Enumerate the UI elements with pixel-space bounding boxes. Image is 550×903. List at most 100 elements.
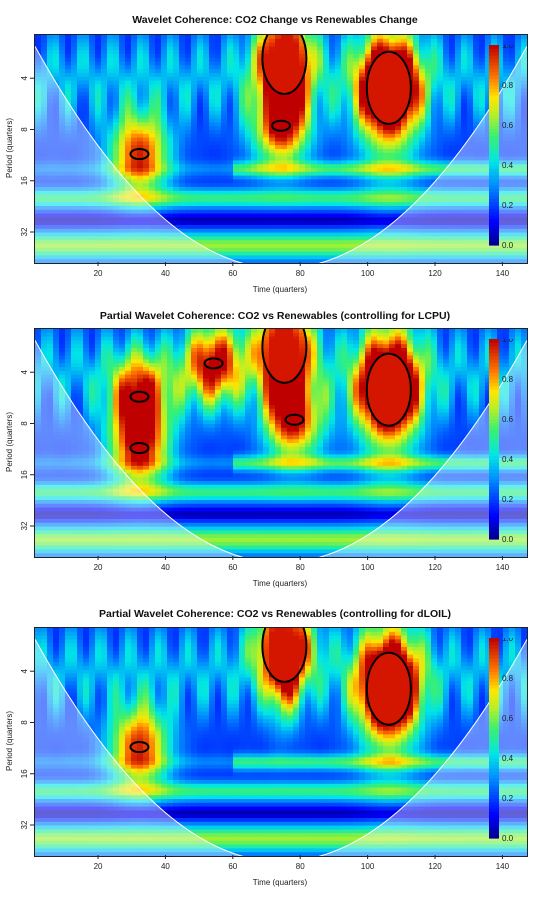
heatmap-cell bbox=[173, 217, 180, 222]
heatmap-cell bbox=[269, 217, 276, 222]
heatmap-cell bbox=[41, 251, 48, 256]
heatmap-cell bbox=[341, 111, 348, 116]
heatmap-cell bbox=[455, 54, 462, 59]
heatmap-cell bbox=[167, 126, 174, 131]
heatmap-cell bbox=[509, 217, 516, 222]
heatmap-cell bbox=[233, 73, 240, 78]
heatmap-cell bbox=[341, 198, 348, 203]
heatmap-cell bbox=[377, 240, 384, 245]
heatmap-cell bbox=[179, 179, 186, 184]
heatmap-cell bbox=[371, 50, 378, 55]
heatmap-cell bbox=[293, 160, 300, 165]
heatmap-cell bbox=[425, 190, 432, 196]
heatmap-cell bbox=[443, 99, 450, 104]
heatmap-cell bbox=[281, 190, 288, 196]
heatmap-cell bbox=[275, 183, 282, 188]
heatmap-cell bbox=[137, 80, 144, 85]
heatmap-cell bbox=[251, 183, 258, 188]
heatmap-cell bbox=[101, 221, 108, 226]
heatmap-cell bbox=[125, 221, 132, 226]
heatmap-cell bbox=[521, 80, 527, 85]
heatmap-cell bbox=[287, 118, 294, 123]
heatmap-cell bbox=[191, 164, 198, 169]
heatmap-cell bbox=[131, 54, 138, 59]
heatmap-cell bbox=[371, 118, 378, 123]
heatmap-cell bbox=[161, 183, 168, 188]
heatmap-cell bbox=[395, 259, 402, 263]
heatmap-cell bbox=[35, 54, 42, 59]
heatmap-cell bbox=[401, 46, 408, 51]
heatmap-cell bbox=[407, 190, 414, 196]
heatmap-cell bbox=[161, 130, 168, 135]
heatmap-cell bbox=[443, 145, 450, 150]
heatmap-cell bbox=[425, 236, 432, 241]
heatmap-cell bbox=[479, 69, 486, 74]
heatmap-cell bbox=[413, 141, 420, 146]
heatmap-cell bbox=[263, 80, 270, 85]
heatmap-cell bbox=[425, 240, 432, 245]
heatmap-cell bbox=[449, 99, 456, 104]
heatmap-cell bbox=[497, 168, 504, 173]
heatmap-cell bbox=[221, 54, 228, 59]
heatmap-cell bbox=[257, 111, 264, 116]
heatmap-cell bbox=[233, 198, 240, 203]
heatmap-cell bbox=[329, 69, 336, 74]
heatmap-cell bbox=[419, 164, 426, 169]
heatmap-cell bbox=[359, 175, 366, 180]
heatmap-cell bbox=[245, 156, 252, 161]
heatmap-cell bbox=[443, 217, 450, 222]
heatmap-cell bbox=[203, 259, 210, 263]
heatmap-cell bbox=[419, 137, 426, 142]
heatmap-cell bbox=[497, 133, 504, 139]
heatmap-cell bbox=[137, 42, 144, 47]
heatmap-cell bbox=[47, 225, 54, 230]
heatmap-cell bbox=[365, 160, 372, 165]
heatmap-cell bbox=[197, 122, 204, 127]
heatmap-cell bbox=[65, 92, 72, 97]
heatmap-cell bbox=[155, 194, 162, 199]
heatmap-cell bbox=[53, 35, 60, 40]
heatmap-cell bbox=[497, 46, 504, 51]
heatmap-cell bbox=[113, 145, 120, 150]
heatmap-cell bbox=[437, 61, 444, 66]
heatmap-cell bbox=[191, 133, 198, 139]
heatmap-cell bbox=[299, 221, 306, 226]
heatmap-cell bbox=[299, 160, 306, 165]
heatmap-cell bbox=[191, 217, 198, 222]
heatmap-cell bbox=[293, 171, 300, 177]
heatmap-cell bbox=[425, 228, 432, 234]
heatmap-cell bbox=[137, 122, 144, 127]
heatmap-cell bbox=[35, 259, 42, 263]
heatmap-cell bbox=[107, 160, 114, 165]
heatmap-cell bbox=[485, 225, 492, 230]
heatmap-cell bbox=[89, 88, 96, 93]
heatmap-cell bbox=[203, 95, 210, 101]
heatmap-cell bbox=[89, 57, 96, 63]
heatmap-cell bbox=[305, 133, 312, 139]
heatmap-cell bbox=[437, 221, 444, 226]
heatmap-cell bbox=[317, 114, 324, 120]
heatmap-cell bbox=[233, 183, 240, 188]
heatmap-cell bbox=[449, 76, 456, 82]
heatmap-cell bbox=[449, 236, 456, 241]
heatmap-cell bbox=[83, 61, 90, 66]
heatmap-cell bbox=[137, 38, 144, 44]
heatmap-cell bbox=[305, 164, 312, 169]
heatmap-cell bbox=[209, 149, 216, 154]
heatmap-cell bbox=[191, 198, 198, 203]
heatmap-cell bbox=[497, 198, 504, 203]
heatmap-cell bbox=[419, 206, 426, 211]
heatmap-cell bbox=[305, 168, 312, 173]
heatmap-cell bbox=[395, 236, 402, 241]
heatmap-cell bbox=[497, 126, 504, 131]
heatmap-cell bbox=[221, 160, 228, 165]
heatmap-cell bbox=[59, 164, 66, 169]
heatmap-cell bbox=[431, 251, 438, 256]
heatmap-cell bbox=[485, 99, 492, 104]
heatmap-cell bbox=[35, 95, 42, 101]
heatmap-cell bbox=[515, 95, 522, 101]
heatmap-cell bbox=[395, 183, 402, 188]
heatmap-cell bbox=[185, 65, 192, 70]
heatmap-cell bbox=[425, 156, 432, 161]
heatmap-cell bbox=[515, 160, 522, 165]
